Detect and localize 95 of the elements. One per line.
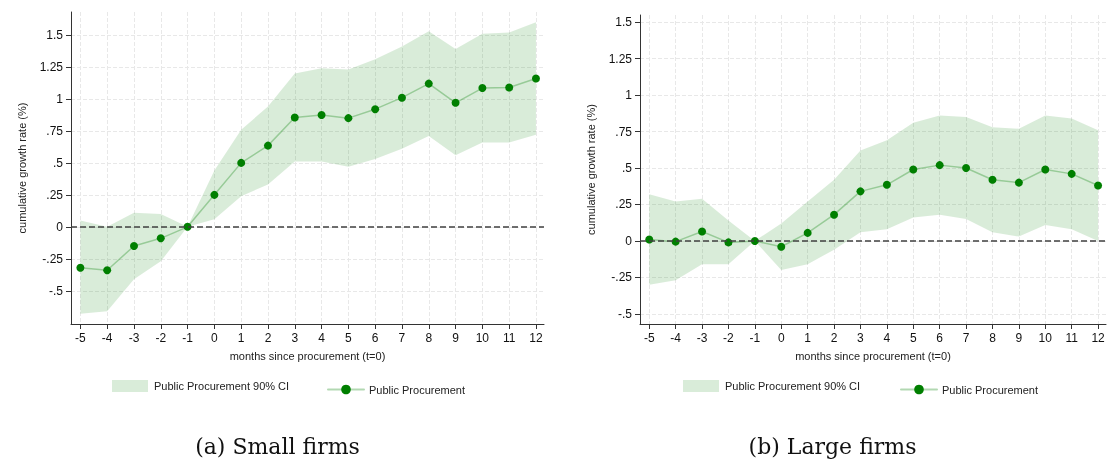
y-tick-label: 1.25 [39, 59, 64, 74]
x-tick-label: 10 [1038, 331, 1053, 345]
y-tick-label: .25 [615, 197, 633, 212]
x-tick-label: 8 [425, 331, 433, 345]
point [210, 190, 219, 199]
y-axis-title: cumulative growth rate (%) [15, 102, 28, 234]
point [505, 83, 514, 92]
point [531, 74, 540, 83]
y-axis-title: cumulative growth rate (%) [584, 104, 597, 235]
y-tick-label: .5 [52, 155, 64, 170]
point [1014, 178, 1023, 187]
y-tick-label: .25 [46, 187, 64, 202]
point [76, 263, 85, 272]
point [478, 84, 487, 93]
point [830, 210, 839, 219]
x-tick-label: 3 [857, 331, 865, 345]
x-tick-label: 1 [804, 331, 812, 345]
x-tick-label: 1 [237, 331, 245, 345]
y-tick-label: .75 [615, 124, 633, 139]
point [103, 266, 112, 275]
text: Public Procurement 90% CI [154, 380, 290, 392]
x-tick-label: 7 [962, 331, 970, 345]
x-tick-label: -2 [723, 331, 735, 345]
x-tick-label: 12 [529, 331, 543, 345]
x-axis-title: months since procurement (t=0) [795, 349, 951, 362]
y-tick-label: 0 [625, 233, 633, 248]
y-tick-label: -.25 [42, 251, 64, 266]
x-tick-label: -5 [75, 331, 87, 345]
point [856, 187, 865, 196]
x-tick-label: 0 [777, 331, 785, 345]
y-tick-label: -.5 [48, 283, 64, 298]
x-tick-label: -1 [182, 331, 194, 345]
point [803, 228, 812, 237]
point [424, 79, 433, 88]
text: (b) Large firms [748, 433, 917, 459]
x-tick-label: -3 [696, 331, 708, 345]
y-tick-label: 1 [625, 88, 633, 103]
text: Public Procurement 90% CI [725, 380, 861, 392]
point [698, 227, 707, 236]
x-tick-label: -2 [155, 331, 167, 345]
x-tick-label: -5 [643, 331, 655, 345]
x-tick-label: -4 [670, 331, 682, 345]
x-axis-title: months since procurement (t=0) [229, 349, 386, 362]
x-tick-label: -3 [128, 331, 140, 345]
x-tick-label: 11 [1065, 331, 1079, 345]
point [777, 242, 786, 251]
x-tick-label: 5 [909, 331, 917, 345]
point [1041, 165, 1050, 174]
point [1067, 169, 1076, 178]
x-tick-label: 9 [452, 331, 460, 345]
point [935, 161, 944, 170]
point [263, 141, 272, 150]
point [397, 93, 406, 102]
point [1094, 181, 1103, 190]
legend-label: Public Procurement [369, 383, 465, 396]
point [156, 234, 165, 243]
x-tick-label: 6 [936, 331, 944, 345]
x-tick-label: 12 [1091, 331, 1106, 345]
x-tick-label: 11 [502, 331, 516, 345]
x-tick-label: 7 [398, 331, 406, 345]
text: (a) Small firms [195, 433, 360, 459]
y-tick-label: 1.25 [608, 51, 633, 66]
y-tick-label: 1 [56, 91, 64, 106]
x-tick-label: 4 [883, 331, 891, 345]
y-tick-label: 1.5 [615, 15, 633, 30]
point [909, 165, 918, 174]
point [237, 158, 246, 167]
x-tick-label: 10 [475, 331, 490, 345]
y-tick-label: .75 [46, 123, 64, 138]
x-tick-label: -4 [101, 331, 113, 345]
y-tick-label: -.5 [617, 306, 633, 321]
point [882, 180, 891, 189]
y-tick-label: -.25 [611, 270, 633, 285]
legend-label: Public Procurement [942, 383, 1038, 396]
point [129, 242, 138, 250]
x-tick-label: 0 [211, 331, 219, 345]
x-tick-label: 2 [264, 331, 272, 345]
x-tick-label: 3 [291, 331, 299, 345]
point [317, 110, 326, 119]
point [290, 113, 299, 122]
point [371, 105, 380, 114]
point [451, 98, 460, 107]
point [344, 114, 353, 123]
y-tick-label: 1.5 [46, 28, 64, 43]
x-tick-label: 6 [371, 331, 379, 345]
x-tick-label: 9 [1015, 331, 1023, 345]
point [962, 164, 971, 173]
x-tick-label: 2 [830, 331, 838, 345]
x-tick-label: 8 [989, 331, 997, 345]
x-tick-label: 4 [318, 331, 326, 345]
point [988, 175, 997, 184]
x-tick-label: -1 [749, 331, 761, 345]
y-tick-label: .5 [621, 161, 633, 176]
y-tick-label: 0 [56, 219, 64, 234]
x-tick-label: 5 [345, 331, 353, 345]
